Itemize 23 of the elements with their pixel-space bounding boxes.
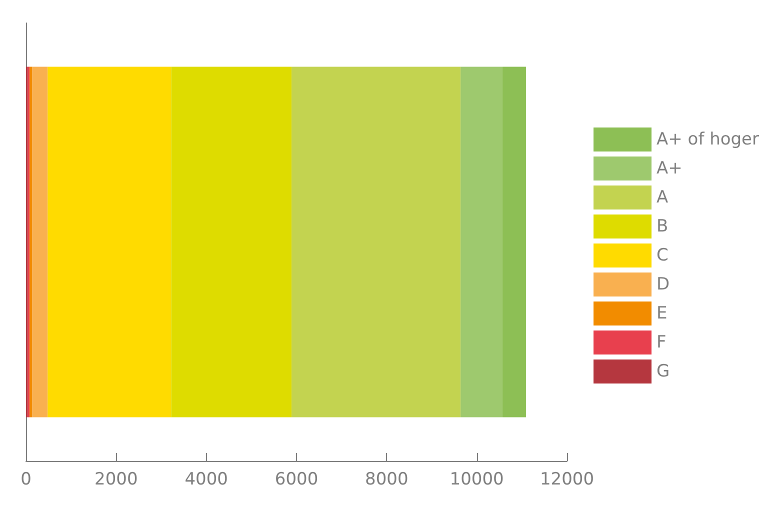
bar (32, 66, 48, 418)
x-tick-label: 10000 (450, 470, 504, 490)
bar (171, 66, 292, 418)
bar (292, 66, 461, 418)
x-tick-label: 0 (20, 470, 32, 490)
x-tick-label: 2000 (94, 470, 138, 490)
x-tick-label: 4000 (184, 470, 228, 490)
x-tick-label: 6000 (274, 470, 318, 490)
x-tick-label: 8000 (365, 470, 408, 490)
legend-label: D (656, 274, 670, 294)
legend-label: A (656, 188, 669, 208)
bar (30, 66, 32, 418)
legend-label: F (656, 332, 666, 352)
legend-label: A+ of hoger (656, 130, 760, 150)
legend-label: A+ (656, 158, 682, 178)
bar (48, 66, 172, 418)
legend-label: G (656, 362, 670, 382)
legend-label: C (656, 246, 668, 266)
legend-label: B (656, 216, 668, 236)
bar (460, 66, 503, 418)
bar (502, 66, 526, 418)
x-tick-label: 12000 (540, 470, 594, 490)
legend-label: E (656, 304, 668, 324)
